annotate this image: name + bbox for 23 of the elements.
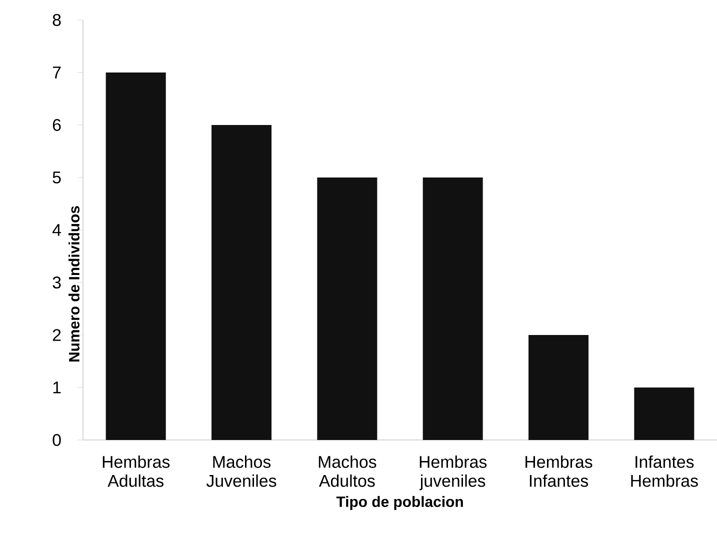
- x-axis-title: Tipo de poblacion: [336, 496, 463, 510]
- x-tick-label: Hembras Infantes: [526, 456, 592, 487]
- y-tick-label: 4: [52, 224, 61, 236]
- y-tick-label: 0: [52, 434, 61, 446]
- y-tick-label: 8: [52, 14, 61, 26]
- x-tick-label: Hembras juveniles: [419, 456, 487, 490]
- bar: [212, 124, 272, 440]
- y-tick-label: 6: [52, 118, 61, 131]
- y-tick-label: 2: [52, 329, 61, 341]
- y-tick-label: 7: [52, 66, 61, 78]
- x-tick-label: Machos Adultos: [318, 456, 376, 487]
- y-tick-label: 1: [53, 382, 61, 394]
- x-tick-label: Infantes Hembras: [631, 456, 698, 487]
- bar: [422, 177, 483, 440]
- bar: [106, 72, 166, 440]
- y-tick-label: 3: [52, 276, 61, 288]
- bar: [528, 334, 589, 440]
- x-tick-label: Hembras Adultas: [102, 456, 170, 487]
- bar: [634, 387, 694, 440]
- y-tick-label: 5: [52, 172, 61, 184]
- y-axis-title: Numero de Individuos: [68, 206, 80, 362]
- x-tick-label: Machos Juveniles: [206, 456, 276, 487]
- bar: [317, 177, 378, 440]
